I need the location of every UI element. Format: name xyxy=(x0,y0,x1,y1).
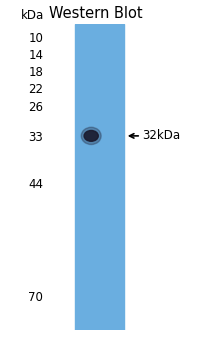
Ellipse shape xyxy=(84,130,98,141)
Ellipse shape xyxy=(81,127,101,145)
Text: 32kDa: 32kDa xyxy=(141,129,179,143)
Bar xyxy=(75,24,123,330)
Title: Western Blot: Western Blot xyxy=(48,6,142,21)
Text: kDa: kDa xyxy=(20,9,43,22)
